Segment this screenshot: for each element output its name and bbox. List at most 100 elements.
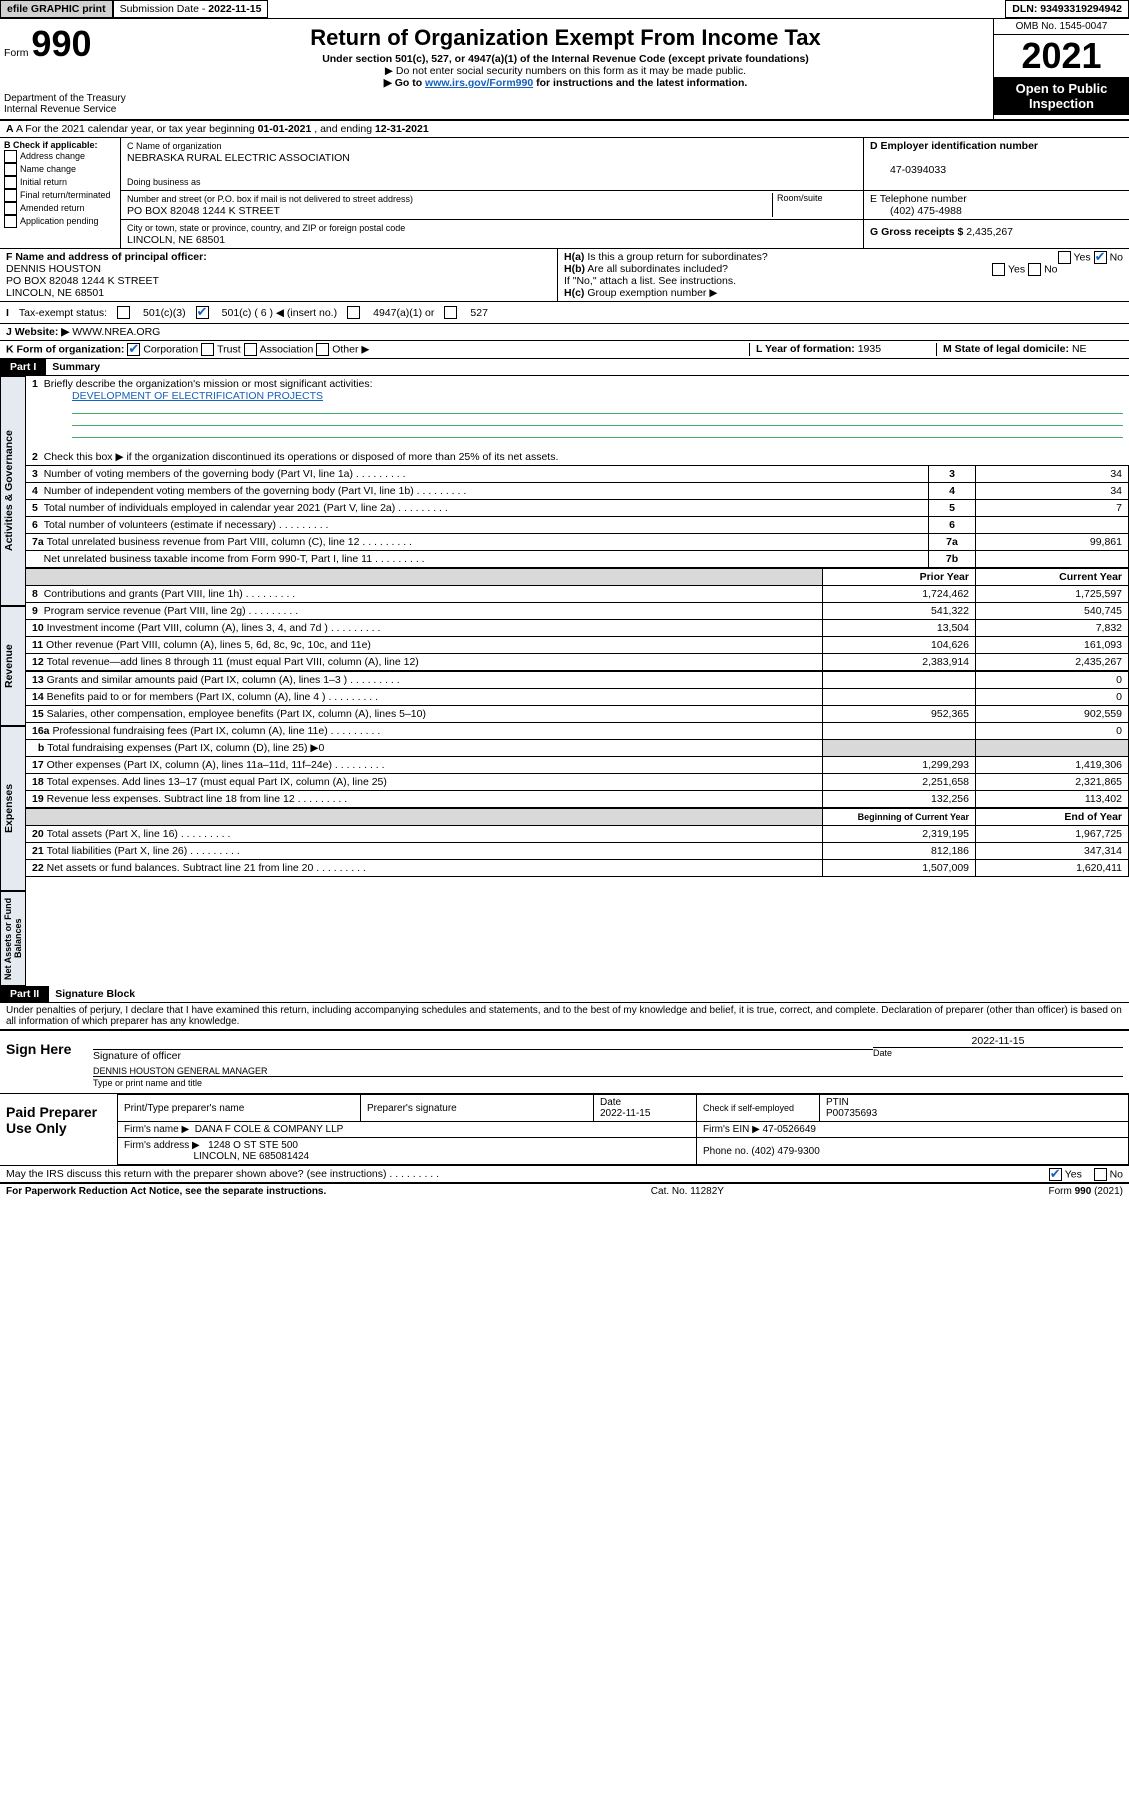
table-row: 9 Program service revenue (Part VIII, li…: [26, 603, 1129, 620]
table-row: 11 Other revenue (Part VIII, column (A),…: [26, 637, 1129, 654]
sign-here-label: Sign Here: [0, 1031, 87, 1093]
topbar: efile GRAPHIC print Submission Date - 20…: [0, 0, 1129, 19]
cb-address-change[interactable]: [4, 150, 17, 163]
col-prior-header: Prior Year: [823, 569, 976, 586]
cb-initial-return[interactable]: [4, 176, 17, 189]
cb-other[interactable]: [316, 343, 329, 356]
firm-addr1: 1248 O ST STE 500: [208, 1140, 298, 1151]
row-num: 7b: [929, 551, 976, 568]
l-label: L Year of formation:: [756, 343, 858, 355]
opt-name-change: Name change: [20, 164, 76, 174]
cb-hb-no[interactable]: [1028, 263, 1041, 276]
prior-val: 104,626: [823, 637, 976, 654]
row-label: Other expenses (Part IX, column (A), lin…: [47, 759, 385, 771]
row-label: Number of voting members of the governin…: [44, 468, 406, 480]
cb-amended[interactable]: [4, 202, 17, 215]
ein-value: 47-0394033: [870, 164, 946, 176]
cb-trust[interactable]: [201, 343, 214, 356]
row-label: Grants and similar amounts paid (Part IX…: [47, 674, 400, 686]
efile-print-button[interactable]: efile GRAPHIC print: [0, 0, 113, 18]
cb-501c[interactable]: [196, 306, 209, 319]
box-f: F Name and address of principal officer:…: [0, 249, 558, 301]
part1-title: Summary: [46, 359, 106, 375]
sig-officer-label: Signature of officer: [93, 1050, 181, 1062]
cb-app-pending[interactable]: [4, 215, 17, 228]
row-label: Total liabilities (Part X, line 26): [47, 845, 240, 857]
tax-year: 2021: [994, 35, 1129, 77]
cb-501c3[interactable]: [117, 306, 130, 319]
opt-527: 527: [470, 307, 488, 319]
m-label: M State of legal domicile:: [943, 343, 1072, 355]
cb-discuss-no[interactable]: [1094, 1168, 1107, 1181]
table-row: 4 Number of independent voting members o…: [26, 483, 1129, 500]
type-name-label: Type or print name and title: [93, 1078, 202, 1088]
dept-treasury: Department of the Treasury: [4, 93, 126, 104]
officer-name: DENNIS HOUSTON: [6, 263, 101, 275]
opt-other: Other ▶: [332, 343, 369, 355]
form-number-box: Form 990 Department of the Treasury Inte…: [0, 19, 138, 119]
row-val: 7: [976, 500, 1129, 517]
dba-label: Doing business as: [127, 177, 201, 187]
ein-label: D Employer identification number: [870, 140, 1038, 152]
cb-hb-yes[interactable]: [992, 263, 1005, 276]
table-row: 10 Investment income (Part VIII, column …: [26, 620, 1129, 637]
prep-name-header: Print/Type preparer's name: [118, 1095, 361, 1122]
year-end: 12-31-2021: [375, 123, 429, 135]
room-suite-label: Room/suite: [772, 193, 857, 217]
current-val: 0: [976, 723, 1129, 740]
firm-ein-value: 47-0526649: [763, 1124, 816, 1135]
line-k: K Form of organization: Corporation Trus…: [0, 341, 1129, 359]
part2-badge: Part II: [0, 986, 49, 1002]
mission-link[interactable]: DEVELOPMENT OF ELECTRIFICATION PROJECTS: [72, 390, 323, 402]
prior-val: 1,724,462: [823, 586, 976, 603]
prior-val: 2,251,658: [823, 774, 976, 791]
current-val: 1,620,411: [976, 860, 1129, 877]
form990-link[interactable]: www.irs.gov/Form990: [425, 77, 533, 89]
col-b-heading: B Check if applicable:: [4, 140, 98, 150]
cb-name-change[interactable]: [4, 163, 17, 176]
year-begin: 01-01-2021: [258, 123, 312, 135]
table-row: 6 Total number of volunteers (estimate i…: [26, 517, 1129, 534]
cb-ha-no[interactable]: [1094, 251, 1107, 264]
row-label: Total expenses. Add lines 13–17 (must eq…: [47, 776, 387, 788]
cb-ha-yes[interactable]: [1058, 251, 1071, 264]
ha-yes: Yes: [1074, 251, 1091, 263]
table-row: 16a Professional fundraising fees (Part …: [26, 723, 1129, 740]
cb-corporation[interactable]: [127, 343, 140, 356]
j-letter: J: [6, 326, 12, 338]
cb-association[interactable]: [244, 343, 257, 356]
row-label: Benefits paid to or for members (Part IX…: [47, 691, 378, 703]
row-label: Contributions and grants (Part VIII, lin…: [44, 588, 296, 600]
cb-final-return[interactable]: [4, 189, 17, 202]
line-a-prefix: A For the 2021 calendar year, or tax yea…: [16, 123, 258, 135]
table-row: 17 Other expenses (Part IX, column (A), …: [26, 757, 1129, 774]
box-h: H(a) Is this a group return for subordin…: [558, 249, 1129, 301]
submission-date: 2022-11-15: [208, 3, 261, 15]
row-label: Other revenue (Part VIII, column (A), li…: [46, 639, 371, 651]
cb-4947[interactable]: [347, 306, 360, 319]
street-value: PO BOX 82048 1244 K STREET: [127, 205, 280, 217]
domicile-state: NE: [1072, 343, 1087, 355]
gross-value: 2,435,267: [966, 226, 1013, 238]
submission-label: Submission Date -: [120, 3, 209, 15]
open-line1: Open to Public: [1016, 81, 1108, 96]
current-val: 113,402: [976, 791, 1129, 808]
current-val: 540,745: [976, 603, 1129, 620]
signature-block: Sign Here Signature of officer 2022-11-1…: [0, 1029, 1129, 1183]
cb-discuss-yes[interactable]: [1049, 1168, 1062, 1181]
current-val-shade: [976, 740, 1129, 757]
entity-info-row: B Check if applicable: Address change Na…: [0, 138, 1129, 249]
header-right: OMB No. 1545-0047 2021 Open to Public In…: [993, 19, 1129, 119]
prep-sig-header: Preparer's signature: [361, 1095, 594, 1122]
cb-527[interactable]: [444, 306, 457, 319]
hb-note: If "No," attach a list. See instructions…: [564, 275, 736, 287]
table-row: 12 Total revenue—add lines 8 through 11 …: [26, 654, 1129, 671]
form-word: Form: [4, 47, 29, 59]
org-name: NEBRASKA RURAL ELECTRIC ASSOCIATION: [127, 152, 350, 164]
dln-cell: DLN: 93493319294942: [1005, 0, 1129, 18]
current-val: 0: [976, 689, 1129, 706]
prior-val: 2,383,914: [823, 654, 976, 671]
sig-date-label: Date: [873, 1047, 1123, 1058]
row-val: [976, 551, 1129, 568]
col-d: D Employer identification number 47-0394…: [863, 138, 1129, 248]
